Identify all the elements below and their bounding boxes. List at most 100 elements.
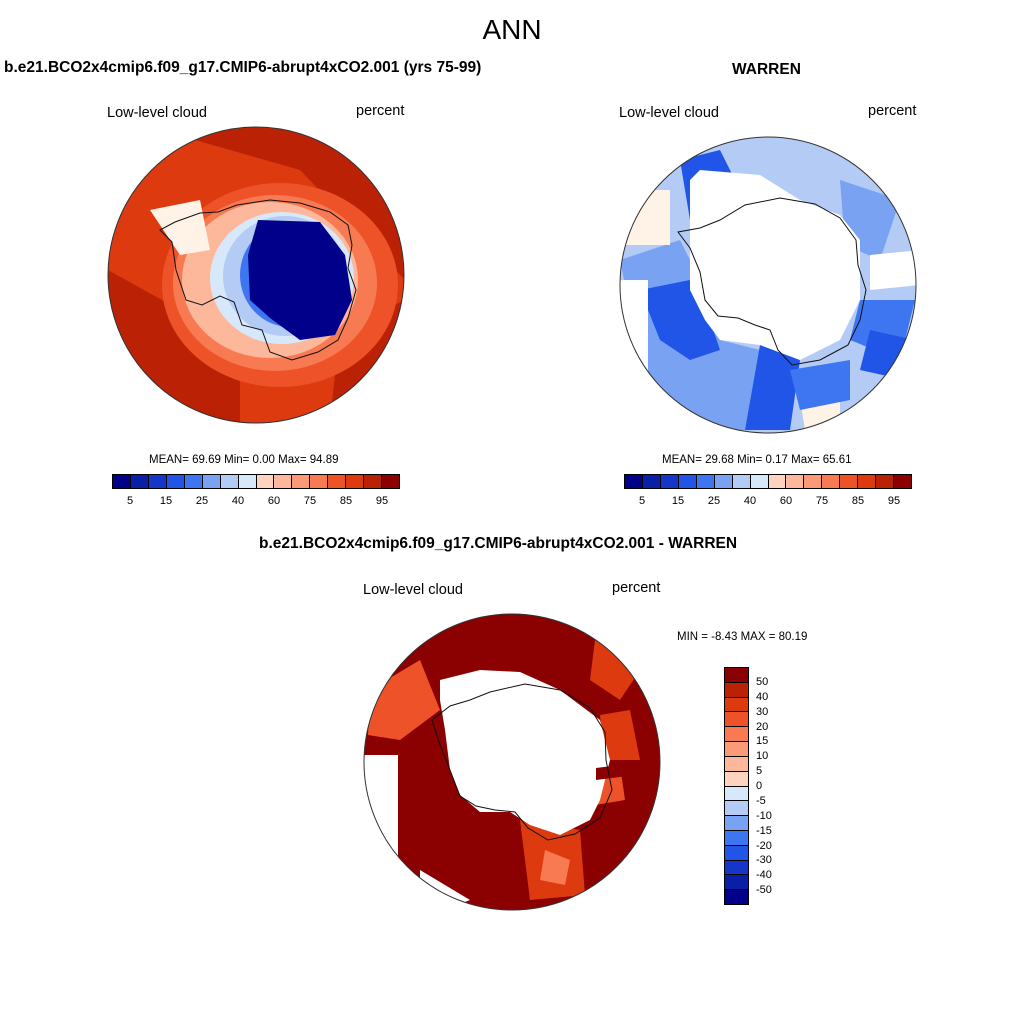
colorbar-swatch <box>725 682 748 698</box>
diff-variable-label: Low-level cloud <box>363 582 463 598</box>
colorbar-tick-label: 85 <box>851 495 865 507</box>
colorbar-tick-label: 0 <box>756 780 763 792</box>
colorbar-swatch <box>840 475 859 488</box>
colorbar-swatch <box>725 786 748 802</box>
diff-panel-title: b.e21.BCO2x4cmip6.f09_g17.CMIP6-abrupt4x… <box>259 535 738 552</box>
obs-colorbar-ticks: 5 15 25 40 60 75 85 95 <box>624 495 912 509</box>
colorbar-tick-label: -20 <box>756 839 772 852</box>
colorbar-tick-label: 75 <box>815 495 829 507</box>
colorbar-swatch <box>714 475 733 488</box>
colorbar-swatch <box>725 801 748 817</box>
colorbar-tick-label: 25 <box>195 495 209 507</box>
colorbar-swatch <box>894 475 911 488</box>
colorbar-tick-label: -50 <box>756 884 772 897</box>
colorbar-swatch <box>328 475 347 488</box>
colorbar-tick-label: -5 <box>756 794 766 807</box>
colorbar-tick-label: 60 <box>779 495 793 507</box>
diff-stats: MIN = -8.43 MAX = 80.19 <box>677 631 808 643</box>
colorbar-tick-label: 25 <box>707 495 721 507</box>
colorbar-tick-label: 75 <box>303 495 317 507</box>
colorbar-tick-label: 5 <box>756 765 763 778</box>
colorbar-tick-label: 15 <box>671 495 685 507</box>
colorbar-tick-label: 40 <box>756 690 769 703</box>
colorbar-swatch <box>220 475 239 488</box>
obs-stats: MEAN= 29.68 Min= 0.17 Max= 65.61 <box>662 454 852 466</box>
colorbar-swatch <box>696 475 715 488</box>
colorbar-swatch <box>292 475 311 488</box>
colorbar-swatch <box>660 475 679 488</box>
colorbar-tick-label: -10 <box>756 809 772 822</box>
colorbar-tick-label: 15 <box>756 735 769 748</box>
obs-colorbar <box>624 474 912 489</box>
colorbar-swatch <box>364 475 383 488</box>
colorbar-swatch <box>148 475 167 488</box>
colorbar-swatch <box>184 475 203 488</box>
colorbar-swatch <box>725 712 748 728</box>
model-colorbar <box>112 474 400 489</box>
colorbar-swatch <box>274 475 293 488</box>
colorbar-tick-label: 40 <box>743 495 757 507</box>
colorbar-swatch <box>725 668 748 683</box>
colorbar-tick-label: 60 <box>267 495 281 507</box>
colorbar-swatch <box>725 697 748 713</box>
colorbar-tick-label: 85 <box>339 495 353 507</box>
colorbar-tick-label: -40 <box>756 869 772 882</box>
colorbar-tick-label: 5 <box>638 495 646 507</box>
diff-colorbar-labels: 50 40 30 20 15 10 5 0 -5 -10 -15 -20 -30 -40 -50 <box>756 667 796 905</box>
colorbar-swatch <box>310 475 329 488</box>
colorbar-swatch <box>725 771 748 787</box>
colorbar-tick-label: 10 <box>756 750 769 763</box>
colorbar-swatch <box>202 475 221 488</box>
colorbar-swatch <box>346 475 365 488</box>
colorbar-swatch <box>256 475 275 488</box>
colorbar-swatch <box>725 890 748 904</box>
colorbar-swatch <box>238 475 257 488</box>
model-colorbar-ticks: 5 15 25 40 60 75 85 95 <box>112 495 400 509</box>
colorbar-tick-label: 50 <box>756 675 769 688</box>
colorbar-swatch <box>725 860 748 876</box>
colorbar-swatch <box>130 475 149 488</box>
model-stats: MEAN= 69.69 Min= 0.00 Max= 94.89 <box>149 454 339 466</box>
obs-units-label: percent <box>868 103 917 119</box>
colorbar-tick-label: 95 <box>375 495 389 507</box>
colorbar-swatch <box>725 816 748 831</box>
colorbar-swatch <box>786 475 805 488</box>
obs-variable-label: Low-level cloud <box>619 105 719 121</box>
colorbar-swatch <box>725 875 748 891</box>
colorbar-swatch <box>732 475 751 488</box>
colorbar-tick-label: 30 <box>756 705 769 718</box>
diff-units-label: percent <box>612 580 661 596</box>
colorbar-swatch <box>876 475 895 488</box>
colorbar-swatch <box>725 830 748 846</box>
colorbar-tick-label: -15 <box>756 824 772 837</box>
model-panel-title: b.e21.BCO2x4cmip6.f09_g17.CMIP6-abrupt4x… <box>4 59 482 76</box>
figure-title: ANN <box>482 14 542 45</box>
diff-colorbar <box>724 667 749 905</box>
colorbar-tick-label: 5 <box>126 495 134 507</box>
colorbar-swatch <box>750 475 769 488</box>
colorbar-swatch <box>725 727 748 743</box>
colorbar-swatch <box>382 475 399 488</box>
colorbar-swatch <box>625 475 643 488</box>
colorbar-swatch <box>725 756 748 772</box>
colorbar-swatch <box>678 475 697 488</box>
colorbar-tick-label: 95 <box>887 495 901 507</box>
colorbar-swatch <box>166 475 185 488</box>
colorbar-swatch <box>768 475 787 488</box>
colorbar-swatch <box>725 742 748 757</box>
colorbar-tick-label: -30 <box>756 854 772 867</box>
colorbar-swatch <box>113 475 131 488</box>
model-units-label: percent <box>356 103 405 119</box>
colorbar-swatch <box>725 845 748 861</box>
colorbar-swatch <box>822 475 841 488</box>
colorbar-tick-label: 15 <box>159 495 173 507</box>
model-variable-label: Low-level cloud <box>107 105 207 121</box>
obs-panel-title: WARREN <box>732 61 801 78</box>
colorbar-swatch <box>642 475 661 488</box>
colorbar-tick-label: 40 <box>231 495 245 507</box>
colorbar-tick-label: 20 <box>756 720 769 733</box>
colorbar-swatch <box>804 475 823 488</box>
